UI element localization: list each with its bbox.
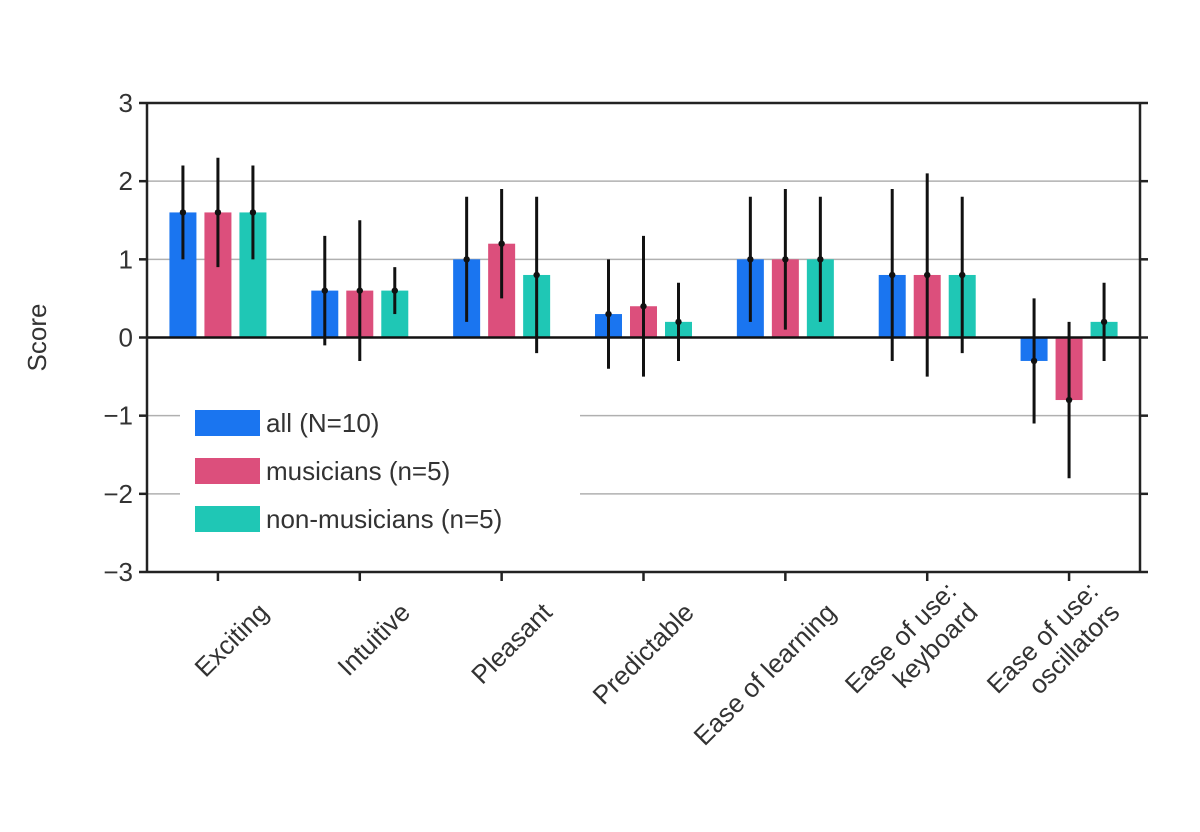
mean-marker — [924, 271, 931, 279]
y-tick-label: 1 — [119, 244, 133, 274]
category-label: Ease of use:oscillators — [981, 576, 1126, 721]
legend-label: all (N=10) — [266, 408, 379, 438]
mean-marker — [747, 256, 754, 263]
mean-marker — [889, 271, 896, 279]
legend: all (N=10) musicians (n=5) non-musicians (… — [180, 397, 580, 545]
category-label: Predictable — [587, 597, 700, 710]
mean-marker — [533, 271, 540, 279]
legend-swatch — [195, 458, 260, 484]
mean-marker — [605, 310, 612, 318]
category-label: Intuitive — [331, 597, 416, 682]
mean-marker — [675, 318, 682, 326]
legend-swatch — [195, 506, 260, 532]
mean-marker — [179, 209, 187, 216]
mean-marker — [1030, 357, 1038, 365]
y-tick-label: −2 — [103, 479, 133, 509]
y-tick-label: −1 — [103, 401, 133, 431]
y-tick-label: 3 — [119, 88, 133, 118]
y-axis-label: Score — [22, 304, 52, 372]
category-label: Pleasant — [465, 596, 558, 689]
mean-marker — [356, 287, 363, 294]
legend-label: musicians (n=5) — [266, 456, 450, 486]
y-tick-label: −3 — [103, 557, 133, 587]
axes: 3 2 1 0 −1 −2 −3 — [103, 88, 1148, 587]
mean-marker — [817, 256, 824, 263]
mean-marker — [782, 256, 789, 263]
legend-swatch — [195, 410, 260, 436]
category-label-line: Intuitive — [331, 597, 416, 682]
category-label-line: Exciting — [189, 597, 275, 683]
category-label: Exciting — [189, 597, 275, 683]
mean-marker — [1065, 396, 1073, 404]
y-tick-label: 0 — [119, 323, 133, 353]
mean-marker — [959, 271, 966, 279]
category-label: Ease of use:keyboard — [839, 576, 984, 721]
y-tick-label: 2 — [119, 166, 133, 196]
legend-label: non-musicians (n=5) — [266, 504, 502, 534]
mean-marker — [391, 287, 398, 294]
mean-marker — [463, 256, 470, 263]
category-label: Ease of learning — [688, 597, 842, 751]
mean-marker — [1100, 318, 1108, 326]
mean-marker — [640, 303, 647, 310]
mean-marker — [321, 287, 328, 294]
mean-marker — [249, 209, 257, 216]
category-label-line: Ease of learning — [688, 597, 842, 751]
mean-marker — [498, 240, 505, 247]
category-label-line: Predictable — [587, 597, 700, 710]
mean-marker — [214, 209, 222, 216]
category-label-line: Pleasant — [465, 596, 558, 689]
